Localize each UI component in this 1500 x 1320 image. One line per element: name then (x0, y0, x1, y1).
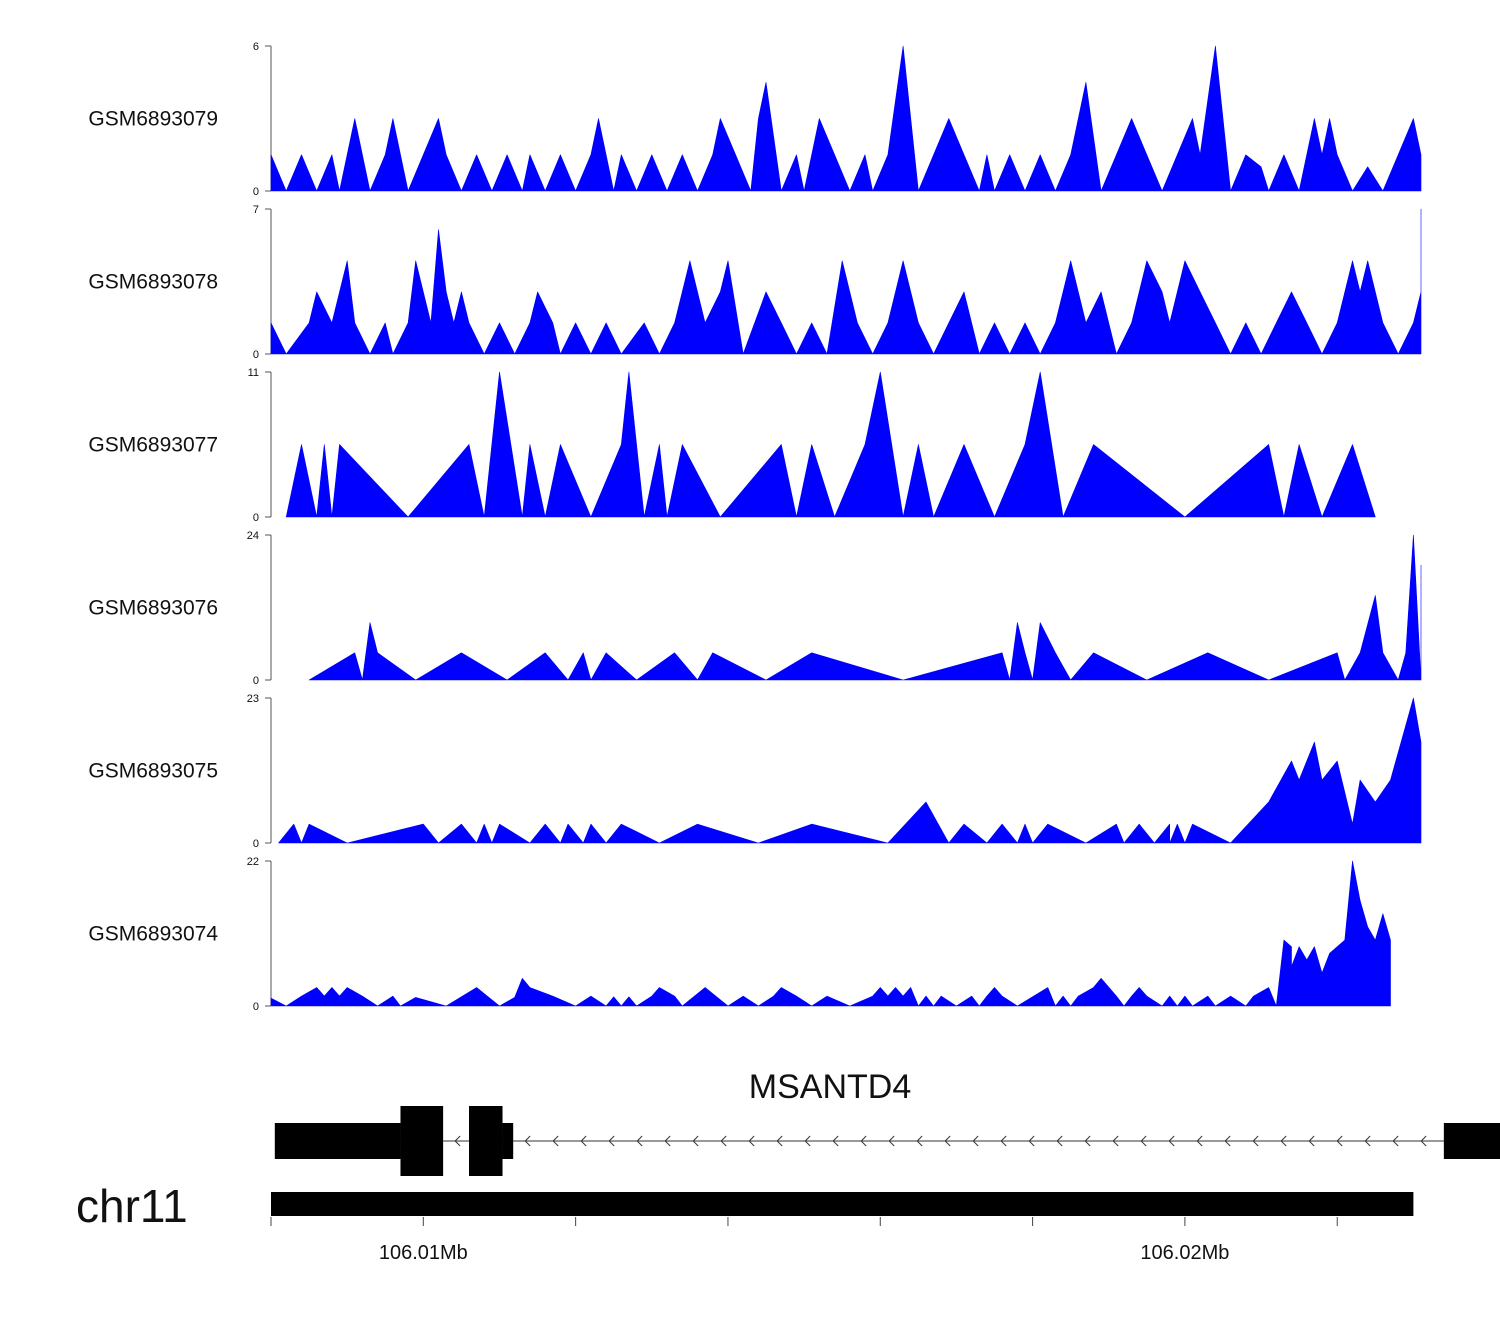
strand-arrow (944, 1135, 951, 1147)
strand-arrow (720, 1135, 727, 1147)
strand-arrow (664, 1135, 671, 1147)
strand-arrow (1392, 1135, 1399, 1147)
coverage-area (308, 534, 1422, 681)
x-tick-label: 106.01Mb (379, 1242, 468, 1264)
coverage-area (270, 208, 1422, 355)
exon-utr (502, 1123, 514, 1159)
y-tick-label: 0 (253, 512, 259, 524)
y-tick-label: 11 (248, 367, 259, 379)
coverage-area (278, 697, 1422, 844)
exon-cds (469, 1106, 503, 1176)
track-label: GSM6893075 (88, 760, 218, 783)
strand-arrow (1112, 1135, 1119, 1147)
strand-arrow (580, 1135, 587, 1147)
y-tick-label: 22 (247, 856, 259, 868)
strand-arrow (1140, 1135, 1147, 1147)
strand-arrow (1056, 1135, 1063, 1147)
chromosome-bar (271, 1192, 1414, 1216)
strand-arrow (860, 1135, 867, 1147)
genomic-position-axis: 106.01Mb 106.02Mb (270, 1217, 1338, 1264)
strand-arrow (552, 1135, 559, 1147)
strand-arrow (1252, 1135, 1259, 1147)
strand-arrow (524, 1135, 531, 1147)
strand-arrow (636, 1135, 643, 1147)
strand-arrow (1364, 1135, 1371, 1147)
strand-arrow (1000, 1135, 1007, 1147)
track-GSM6893074: GSM6893074 22 0 (88, 856, 1391, 1013)
y-tick-label: 0 (253, 1001, 259, 1013)
track-label: GSM6893074 (88, 923, 218, 946)
y-tick-label: 6 (253, 41, 259, 53)
coverage-area (270, 45, 1422, 192)
y-tick-label: 0 (253, 838, 259, 850)
track-GSM6893075: GSM6893075 23 0 (88, 693, 1422, 850)
exon-utr (274, 1123, 401, 1159)
strand-arrow (1336, 1135, 1343, 1147)
strand-arrow (1196, 1135, 1203, 1147)
gene-model: MSANTD4 (274, 1068, 1500, 1176)
track-GSM6893079: GSM6893079 6 0 (88, 41, 1422, 198)
strand-arrow (692, 1135, 699, 1147)
track-GSM6893076: GSM6893076 24 0 (88, 530, 1422, 687)
chromosome-ideogram: chr11 (76, 1180, 1414, 1232)
strand-arrow (1084, 1135, 1091, 1147)
strand-arrow (832, 1135, 839, 1147)
track-label: GSM6893076 (88, 597, 218, 620)
track-label: GSM6893077 (88, 434, 218, 457)
y-tick-label: 7 (253, 204, 259, 216)
strand-arrow (1028, 1135, 1035, 1147)
strand-arrow (1224, 1135, 1231, 1147)
coverage-tracks: GSM689307960GSM689307870GSM6893077110GSM… (88, 41, 1422, 1013)
exon-utr (1443, 1123, 1500, 1159)
y-tick-label: 0 (253, 675, 259, 687)
strand-arrow (972, 1135, 979, 1147)
strand-arrow (804, 1135, 811, 1147)
strand-arrow (748, 1135, 755, 1147)
track-GSM6893077: GSM6893077 11 0 (88, 367, 1376, 524)
gene-name-label: MSANTD4 (749, 1068, 911, 1106)
y-tick-label: 23 (247, 693, 259, 705)
x-tick-label: 106.02Mb (1140, 1242, 1229, 1264)
coverage-area (270, 860, 1391, 1007)
exon-cds (400, 1106, 444, 1176)
track-label: GSM6893078 (88, 271, 218, 294)
strand-arrow (1308, 1135, 1315, 1147)
y-tick-label: 0 (253, 349, 259, 361)
strand-arrow (1280, 1135, 1287, 1147)
strand-arrow (888, 1135, 895, 1147)
strand-arrow (916, 1135, 923, 1147)
strand-arrow (1168, 1135, 1175, 1147)
track-label: GSM6893079 (88, 108, 218, 131)
strand-arrow (608, 1135, 615, 1147)
strand-arrow (1420, 1135, 1427, 1147)
strand-arrow (776, 1135, 783, 1147)
coverage-area (285, 371, 1376, 518)
chromosome-label: chr11 (76, 1180, 188, 1232)
track-GSM6893078: GSM6893078 7 0 (88, 204, 1422, 361)
strand-arrow (454, 1135, 461, 1147)
y-tick-label: 0 (253, 186, 259, 198)
y-tick-label: 24 (247, 530, 259, 542)
